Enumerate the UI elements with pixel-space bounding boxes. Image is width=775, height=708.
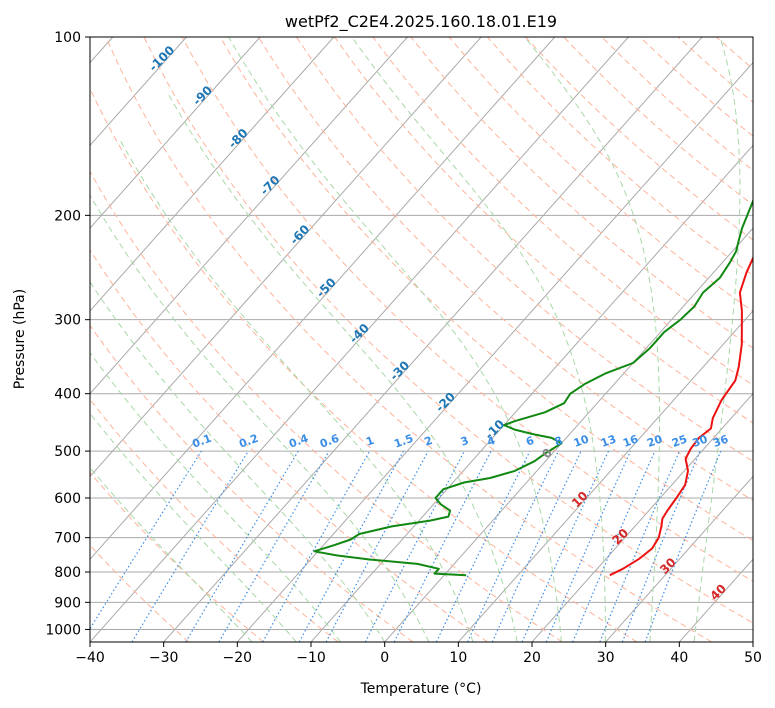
- y-tick-label: 300: [54, 313, 81, 329]
- grid-layer: [90, 37, 753, 642]
- mixing-ratio-label: 1.5: [392, 432, 415, 451]
- mixing-ratio-line: [545, 450, 632, 642]
- moist-adiabat: [524, 37, 660, 642]
- isotherm-line: [90, 37, 629, 642]
- y-tick-label: 200: [54, 208, 81, 224]
- y-tick-label: 900: [54, 595, 81, 611]
- mixing-ratio-label: 1: [364, 434, 376, 449]
- mixing-ratio-line: [644, 450, 722, 642]
- moist-adiabat: [90, 412, 297, 642]
- dry-adiabat: [90, 87, 638, 642]
- x-tick-label: 0: [380, 650, 389, 666]
- dry-adiabat: [105, 37, 712, 642]
- dry-adiabat: [90, 324, 414, 642]
- y-tick-label: 100: [54, 30, 81, 46]
- y-tick-label: 500: [54, 444, 81, 460]
- moist-adiabat: [693, 37, 741, 642]
- mixing-ratio-line: [393, 450, 492, 642]
- x-tick-label: −10: [296, 650, 326, 666]
- x-tick-label: −30: [149, 650, 179, 666]
- isotherm-line: [90, 37, 482, 478]
- isotherm-line: [236, 61, 753, 642]
- mixing-ratio-label: 3: [459, 434, 471, 449]
- mixing-ratio-label: 2: [423, 434, 435, 449]
- dewpoint-profile-line: [313, 197, 753, 577]
- moist-adiabat: [90, 194, 430, 642]
- mixing-ratio-label: 6: [524, 434, 536, 449]
- mixing-ratio-label: 16: [621, 432, 640, 450]
- y-tick-label: 800: [54, 565, 81, 581]
- x-axis-label: Temperature (°C): [360, 681, 482, 697]
- axes-layer: −40 −30 −20 −10 0 10 20 30 40 5010020030040050060…: [45, 30, 762, 666]
- x-tick-label: −40: [75, 650, 105, 666]
- dry-adiabat: [90, 248, 488, 642]
- y-tick-label: 400: [54, 387, 81, 403]
- moist-adiabat: [90, 352, 341, 642]
- dry-adiabat: [90, 471, 264, 642]
- y-tick-label: 700: [54, 531, 81, 547]
- moist-adiabat: [168, 94, 518, 642]
- mixing-ratio-line: [435, 450, 531, 642]
- dry-adiabat: [410, 37, 753, 349]
- isotherm-line: [90, 37, 556, 560]
- x-tick-label: 30: [597, 650, 615, 666]
- dry-adiabat: [334, 37, 753, 424]
- moist-adiabat: [90, 281, 386, 642]
- y-axis-label: Pressure (hPa): [12, 289, 28, 389]
- dry-adiabat: [296, 37, 753, 462]
- isotherm-line: [90, 37, 187, 147]
- isotherm-line: [457, 310, 753, 642]
- mixing-ratio-line: [131, 450, 249, 642]
- moist-adiabat: [120, 141, 474, 642]
- isotherm-line: [90, 37, 335, 312]
- mixing-ratio-label: 0.1: [190, 432, 213, 451]
- dry-adiabat: [90, 544, 190, 642]
- chart-title: wetPf2_C2E4.2025.160.18.01.E19: [285, 12, 557, 32]
- mixing-ratio-line: [521, 450, 610, 642]
- x-tick-label: 40: [670, 650, 688, 666]
- x-tick-label: 50: [744, 650, 762, 666]
- isotherm-line: [310, 144, 753, 642]
- isotherm-line: [605, 475, 753, 642]
- isotherm-line: [384, 227, 753, 642]
- mixing-ratio-line: [621, 450, 701, 642]
- x-tick-label: 20: [523, 650, 541, 666]
- mixing-ratio-line: [325, 450, 429, 642]
- dry-adiabat: [372, 37, 753, 386]
- mixing-ratio-label: 20: [645, 432, 664, 450]
- isotherm-line: [90, 37, 261, 229]
- dry-adiabat: [90, 398, 339, 642]
- x-tick-label: 10: [449, 650, 467, 666]
- mixing-ratio-label: 13: [599, 433, 618, 450]
- mixing-ratio-line: [572, 450, 656, 642]
- y-tick-label: 600: [54, 491, 81, 507]
- mixing-ratio-line: [262, 450, 371, 642]
- x-tick-label: −20: [223, 650, 253, 666]
- mixing-ratio-label: 0.2: [237, 432, 260, 451]
- isotherm-line: [531, 392, 753, 642]
- moist-adiabat: [351, 37, 607, 642]
- isotherm-line: [90, 37, 408, 395]
- y-tick-label: 1000: [45, 622, 81, 638]
- mixing-ratio-label: 10: [572, 432, 591, 450]
- dry-adiabat: [448, 37, 753, 313]
- mixing-ratio-label: 4: [485, 434, 497, 449]
- dry-adiabat: [143, 37, 753, 624]
- mixing-ratio-label: 36: [711, 432, 730, 450]
- mixing-ratio-label: 8: [553, 434, 565, 449]
- mixing-ratio-label: 30: [691, 432, 710, 450]
- series-layer: [313, 197, 753, 577]
- temperature-profile-line: [609, 255, 753, 577]
- mixing-ratio-label: 25: [670, 433, 689, 450]
- mixing-ratio-line: [298, 450, 405, 642]
- dry-adiabat: [90, 170, 563, 642]
- plot-frame: [89, 36, 754, 643]
- moist-adiabat: [228, 37, 562, 642]
- mixing-ratio-label: 0.4: [287, 432, 310, 451]
- moist-adiabat: [90, 466, 253, 642]
- mixing-ratio-label: 0.6: [318, 432, 341, 451]
- mixing-ratio-line: [90, 450, 202, 630]
